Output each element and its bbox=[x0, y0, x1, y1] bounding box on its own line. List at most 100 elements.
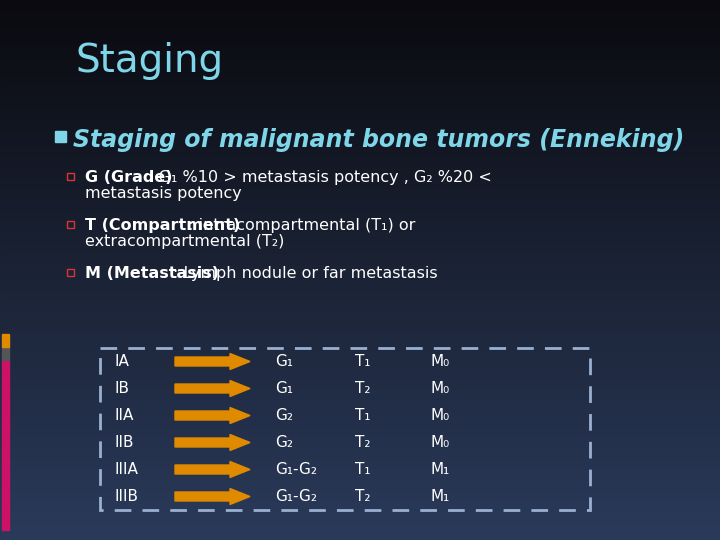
Text: M₀: M₀ bbox=[430, 381, 449, 396]
Bar bbox=[0, 32, 720, 39]
Text: extracompartmental (T₂): extracompartmental (T₂) bbox=[85, 234, 284, 249]
Bar bbox=[0, 454, 720, 460]
Text: T₂: T₂ bbox=[355, 489, 371, 504]
Bar bbox=[0, 92, 720, 98]
Text: M₁: M₁ bbox=[430, 489, 449, 504]
FancyArrow shape bbox=[175, 489, 250, 504]
Bar bbox=[0, 491, 720, 498]
Bar bbox=[55, 131, 66, 142]
Bar bbox=[0, 178, 720, 185]
Bar bbox=[0, 448, 720, 455]
Text: Staging of malignant bone tumors (Enneking): Staging of malignant bone tumors (Enneki… bbox=[73, 128, 684, 152]
Text: T₁: T₁ bbox=[355, 462, 371, 477]
Bar bbox=[0, 405, 720, 411]
Text: G₁-G₂: G₁-G₂ bbox=[275, 489, 317, 504]
Bar bbox=[0, 103, 720, 109]
Bar bbox=[0, 502, 720, 509]
FancyArrow shape bbox=[175, 354, 250, 369]
Bar bbox=[0, 135, 720, 141]
Bar bbox=[0, 70, 720, 77]
Bar bbox=[0, 184, 720, 190]
Bar bbox=[67, 173, 74, 180]
Bar bbox=[0, 232, 720, 239]
Bar bbox=[0, 313, 720, 320]
Bar bbox=[0, 124, 720, 131]
Bar bbox=[0, 59, 720, 66]
Text: IIA: IIA bbox=[114, 408, 133, 423]
Text: : intracompartmental (T₁) or: : intracompartmental (T₁) or bbox=[183, 218, 415, 233]
Text: T₂: T₂ bbox=[355, 381, 371, 396]
Bar bbox=[0, 216, 720, 222]
Bar bbox=[0, 437, 720, 444]
Bar bbox=[0, 49, 720, 55]
Text: IIIB: IIIB bbox=[114, 489, 138, 504]
Bar bbox=[0, 265, 720, 271]
Bar bbox=[0, 227, 720, 233]
Bar bbox=[0, 508, 720, 514]
Bar bbox=[67, 269, 74, 276]
Bar bbox=[0, 518, 720, 525]
Bar bbox=[0, 529, 720, 536]
Text: M₁: M₁ bbox=[430, 462, 449, 477]
Bar bbox=[0, 211, 720, 217]
Bar bbox=[0, 297, 720, 303]
Text: IB: IB bbox=[114, 381, 129, 396]
FancyArrow shape bbox=[175, 381, 250, 396]
Bar bbox=[0, 486, 720, 492]
Bar bbox=[0, 0, 720, 6]
Bar bbox=[0, 43, 720, 50]
Bar bbox=[0, 427, 720, 433]
Text: IA: IA bbox=[114, 354, 129, 369]
Bar bbox=[0, 340, 720, 347]
Bar bbox=[0, 27, 720, 33]
Bar bbox=[0, 167, 720, 174]
Bar bbox=[0, 416, 720, 422]
Bar bbox=[0, 346, 720, 352]
Bar bbox=[0, 200, 720, 206]
Bar bbox=[0, 76, 720, 82]
Bar bbox=[0, 497, 720, 503]
Bar bbox=[0, 162, 720, 168]
Text: M₀: M₀ bbox=[430, 354, 449, 369]
Bar bbox=[0, 151, 720, 158]
Text: Staging: Staging bbox=[75, 42, 223, 80]
Text: T₂: T₂ bbox=[355, 435, 371, 450]
Bar bbox=[0, 410, 720, 417]
Bar bbox=[0, 173, 720, 179]
FancyArrow shape bbox=[175, 435, 250, 450]
Text: T₁: T₁ bbox=[355, 408, 371, 423]
Bar bbox=[0, 329, 720, 336]
Bar bbox=[0, 5, 720, 12]
Text: M₀: M₀ bbox=[430, 435, 449, 450]
FancyArrow shape bbox=[175, 462, 250, 477]
Bar bbox=[0, 254, 720, 260]
Text: G₂: G₂ bbox=[275, 435, 293, 450]
Bar bbox=[0, 464, 720, 471]
Bar bbox=[0, 475, 720, 482]
Bar bbox=[0, 16, 720, 23]
Bar bbox=[0, 443, 720, 449]
Bar bbox=[0, 275, 720, 282]
Bar bbox=[0, 432, 720, 438]
Bar bbox=[0, 524, 720, 530]
Bar bbox=[2, 347, 9, 360]
FancyArrow shape bbox=[175, 408, 250, 423]
Bar bbox=[0, 205, 720, 212]
Text: G₁: G₁ bbox=[275, 381, 293, 396]
Bar bbox=[0, 513, 720, 519]
Text: M₀: M₀ bbox=[430, 408, 449, 423]
Bar bbox=[0, 238, 720, 244]
Bar bbox=[0, 65, 720, 71]
Bar bbox=[0, 308, 720, 314]
Bar bbox=[0, 189, 720, 195]
Bar bbox=[0, 113, 720, 120]
Text: G (Grade): G (Grade) bbox=[85, 170, 173, 185]
Bar bbox=[0, 302, 720, 309]
Bar bbox=[2, 334, 9, 347]
Bar bbox=[0, 400, 720, 406]
Bar bbox=[0, 38, 720, 44]
Bar bbox=[0, 243, 720, 249]
Bar bbox=[0, 22, 720, 28]
Text: T₁: T₁ bbox=[355, 354, 371, 369]
Text: G₁-G₂: G₁-G₂ bbox=[275, 462, 317, 477]
